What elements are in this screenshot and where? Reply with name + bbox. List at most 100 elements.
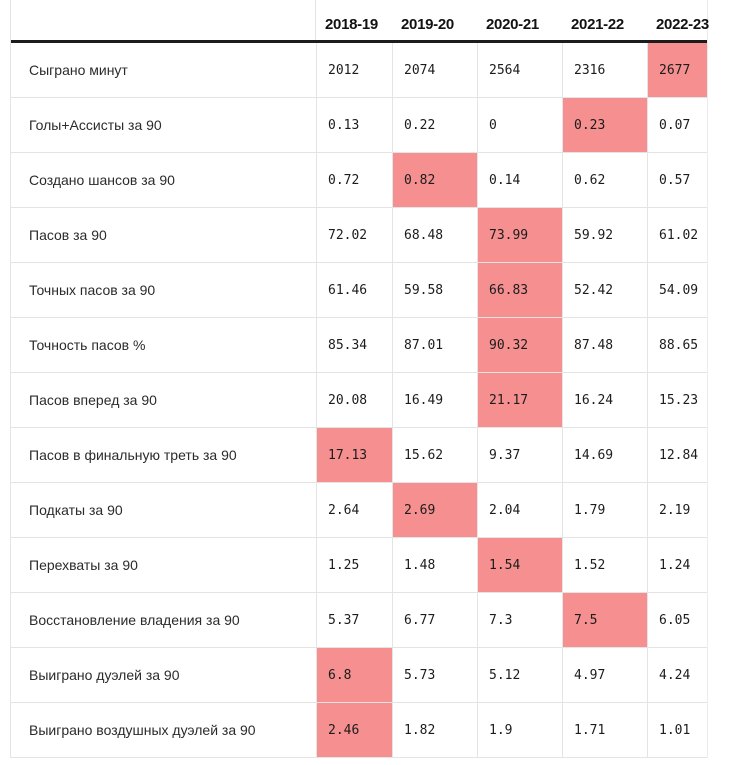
value-cell: 5.37 [316, 593, 392, 647]
value-cell: 87.48 [562, 318, 647, 372]
value-cell-highlighted: 7.5 [562, 593, 647, 647]
value-cell: 2.19 [647, 483, 707, 537]
season-header-2021-22: 2021-22 [571, 16, 624, 33]
value-cell: 1.48 [392, 538, 477, 592]
metric-label: Подкаты за 90 [29, 502, 123, 518]
season-header-2020-21: 2020-21 [486, 16, 539, 33]
value-cell: 54.09 [647, 263, 707, 317]
table-header-row: 2018-19 2019-20 2020-21 2021-22 2022-23 [11, 0, 709, 43]
metric-label: Точных пасов за 90 [29, 282, 156, 298]
value-cell: 15.62 [392, 428, 477, 482]
value-cell: 4.24 [647, 648, 707, 702]
value-cell: 16.24 [562, 373, 647, 427]
value-cell: 0.13 [316, 98, 392, 152]
value-cell: 1.82 [392, 703, 477, 757]
table-row: Перехваты за 90 1.25 1.48 1.54 1.52 1.24 [11, 538, 707, 593]
value-cell: 0.62 [562, 153, 647, 207]
value-cell-highlighted: 0.82 [392, 153, 477, 207]
table-row: Точность пасов % 85.34 87.01 90.32 87.48 88.6… [11, 318, 707, 373]
value-cell: 0.72 [316, 153, 392, 207]
value-cell: 59.58 [392, 263, 477, 317]
value-cell: 87.01 [392, 318, 477, 372]
table-body: Сыграно минут 2012 2074 2564 2316 2677 Голы+Ас… [11, 43, 707, 758]
season-stats-table: 2018-19 2019-20 2020-21 2021-22 2022-23 Сыгр… [10, 0, 709, 758]
value-cell: 0.57 [647, 153, 707, 207]
value-cell: 0.14 [477, 153, 562, 207]
metric-label: Голы+Ассисты за 90 [29, 117, 162, 133]
value-cell: 1.71 [562, 703, 647, 757]
value-cell: 16.49 [392, 373, 477, 427]
value-cell-highlighted: 66.83 [477, 263, 562, 317]
table-row: Пасов вперед за 90 20.08 16.49 21.17 16.24 15… [11, 373, 707, 428]
value-cell: 0 [477, 98, 562, 152]
table-row: Точных пасов за 90 61.46 59.58 66.83 52.42 54… [11, 263, 707, 318]
season-header-2018-19: 2018-19 [325, 16, 378, 33]
value-cell: 61.46 [316, 263, 392, 317]
table-row: Голы+Ассисты за 90 0.13 0.22 0 0.23 0.07 [11, 98, 707, 153]
metric-label: Пасов вперед за 90 [29, 392, 157, 408]
table-row: Выиграно дуэлей за 90 6.8 5.73 5.12 4.97 4.24 [11, 648, 707, 703]
table-row: Пасов за 90 72.02 68.48 73.99 59.92 61.02 [11, 208, 707, 263]
value-cell: 0.22 [392, 98, 477, 152]
value-cell: 1.79 [562, 483, 647, 537]
value-cell: 6.05 [647, 593, 707, 647]
value-cell: 5.12 [477, 648, 562, 702]
metric-label: Восстановление владения за 90 [29, 612, 240, 628]
value-cell-highlighted: 2677 [647, 43, 707, 97]
value-cell-highlighted: 73.99 [477, 208, 562, 262]
value-cell: 1.24 [647, 538, 707, 592]
metric-label: Точность пасов % [29, 337, 146, 353]
value-cell-highlighted: 17.13 [316, 428, 392, 482]
value-cell-highlighted: 6.8 [316, 648, 392, 702]
value-cell: 2564 [477, 43, 562, 97]
value-cell: 2316 [562, 43, 647, 97]
metric-label: Перехваты за 90 [29, 557, 138, 573]
value-cell-highlighted: 21.17 [477, 373, 562, 427]
value-cell: 15.23 [647, 373, 707, 427]
value-cell: 12.84 [647, 428, 707, 482]
metric-label: Сыграно минут [29, 62, 128, 78]
value-cell: 1.9 [477, 703, 562, 757]
value-cell: 61.02 [647, 208, 707, 262]
value-cell: 9.37 [477, 428, 562, 482]
value-cell-highlighted: 2.46 [316, 703, 392, 757]
metric-label: Пасов в финальную треть за 90 [29, 447, 237, 463]
value-cell: 14.69 [562, 428, 647, 482]
value-cell-highlighted: 90.32 [477, 318, 562, 372]
table-row: Пасов в финальную треть за 90 17.13 15.62 9… [11, 428, 707, 483]
value-cell: 2074 [392, 43, 477, 97]
season-header-2022-23: 2022-23 [656, 16, 709, 33]
value-cell: 52.42 [562, 263, 647, 317]
value-cell: 72.02 [316, 208, 392, 262]
value-cell: 1.52 [562, 538, 647, 592]
value-cell: 88.65 [647, 318, 707, 372]
value-cell: 7.3 [477, 593, 562, 647]
value-cell: 2.04 [477, 483, 562, 537]
value-cell: 2012 [316, 43, 392, 97]
metric-label: Выиграно воздушных дуэлей за 90 [29, 722, 256, 738]
value-cell: 6.77 [392, 593, 477, 647]
metric-label: Создано шансов за 90 [29, 172, 175, 188]
value-cell: 68.48 [392, 208, 477, 262]
metric-column-header [11, 0, 316, 40]
value-cell: 4.97 [562, 648, 647, 702]
value-cell: 2.64 [316, 483, 392, 537]
value-cell: 20.08 [316, 373, 392, 427]
value-cell: 0.07 [647, 98, 707, 152]
season-header-2019-20: 2019-20 [401, 16, 454, 33]
table-row: Выиграно воздушных дуэлей за 90 2.46 1.82 1… [11, 703, 707, 758]
table-row: Восстановление владения за 90 5.37 6.77 7.3… [11, 593, 707, 648]
value-cell-highlighted: 2.69 [392, 483, 477, 537]
value-cell: 59.92 [562, 208, 647, 262]
value-cell: 85.34 [316, 318, 392, 372]
table-row: Подкаты за 90 2.64 2.69 2.04 1.79 2.19 [11, 483, 707, 538]
value-cell-highlighted: 0.23 [562, 98, 647, 152]
value-cell: 1.01 [647, 703, 707, 757]
table-row: Сыграно минут 2012 2074 2564 2316 2677 [11, 43, 707, 98]
value-cell-highlighted: 1.54 [477, 538, 562, 592]
value-cell: 1.25 [316, 538, 392, 592]
table-row: Создано шансов за 90 0.72 0.82 0.14 0.62 0.57 [11, 153, 707, 208]
value-cell: 5.73 [392, 648, 477, 702]
metric-label: Пасов за 90 [29, 227, 107, 243]
metric-label: Выиграно дуэлей за 90 [29, 667, 180, 683]
